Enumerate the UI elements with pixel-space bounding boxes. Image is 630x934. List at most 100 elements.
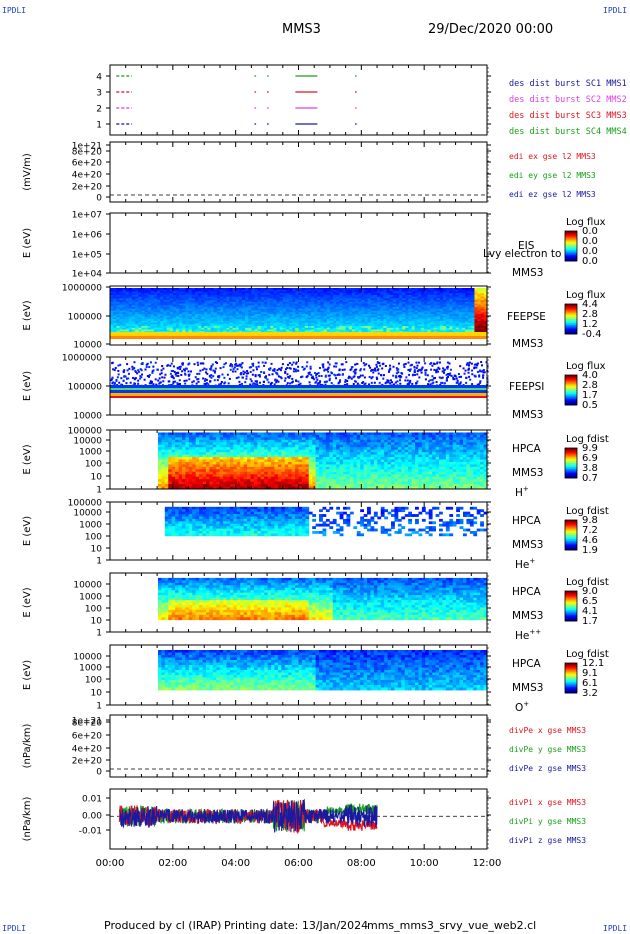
y-tick-label: 10000 bbox=[73, 653, 102, 663]
x-axis: 00:00 02:00 04:00 06:00 08:00 10:00 12:00 bbox=[96, 858, 502, 869]
y-tick-label: 1000000 bbox=[62, 354, 102, 364]
y-tick-label: 8e+20 bbox=[72, 148, 103, 158]
y-tick-label: 0.01 bbox=[82, 795, 102, 805]
corner-label-top-left: IPDLI bbox=[2, 6, 27, 15]
spacecraft-label: MMS3 bbox=[512, 409, 543, 421]
y-tick-label: 1e+05 bbox=[72, 251, 102, 261]
colorbar-tick-label: 9.1 bbox=[582, 668, 598, 679]
y-tick-label: 10 bbox=[91, 545, 103, 555]
colorbar-tick-label: 9.9 bbox=[582, 443, 598, 454]
colorbar bbox=[564, 303, 578, 335]
y-tick-label: 1000 bbox=[79, 593, 102, 603]
species-charge: + bbox=[523, 485, 529, 493]
colorbar-tick-label: 9.0 bbox=[582, 586, 598, 597]
y-axis-label: E (eV) bbox=[22, 300, 33, 330]
colorbar-tick-label: 1.2 bbox=[582, 319, 598, 330]
colorbar-title: Log fdist bbox=[566, 434, 609, 445]
y-tick-label: 0 bbox=[96, 194, 102, 204]
panel-frame bbox=[109, 212, 488, 274]
colorbar-tick-label: 3.2 bbox=[582, 688, 598, 699]
y-tick-label: 8e+20 bbox=[72, 719, 103, 729]
y-tick-label: 10000 bbox=[73, 509, 102, 519]
footer-printing-date: Printing date: 13/Jan/2024 bbox=[224, 919, 369, 932]
spacecraft-label: MMS3 bbox=[512, 539, 543, 551]
colorbar-title: Log flux bbox=[566, 290, 606, 301]
legend-entry: divPi z gse MMS3 bbox=[509, 836, 586, 845]
y-tick-label: 1e+07 bbox=[72, 211, 102, 221]
y-tick-label: 100000 bbox=[68, 313, 103, 323]
y-tick-label: 1000000 bbox=[62, 284, 102, 294]
y-axis-label: (nPa/km) bbox=[22, 724, 33, 769]
species-label: O+ bbox=[515, 700, 529, 714]
y-tick-label: -0.01 bbox=[79, 827, 102, 837]
colorbar bbox=[564, 447, 578, 479]
y-tick-label: 1e+06 bbox=[72, 231, 103, 241]
colorbar-tick-label: 0.7 bbox=[582, 473, 598, 484]
y-tick-label: 1000 bbox=[79, 448, 102, 458]
y-tick-label: 10000 bbox=[73, 341, 102, 351]
colorbar-tick-label: 4.1 bbox=[582, 606, 598, 617]
colorbar bbox=[564, 374, 578, 406]
instrument-label: HPCA bbox=[512, 515, 542, 527]
spacecraft-label: MMS3 bbox=[512, 682, 543, 694]
y-axis-label: (mV/m) bbox=[22, 153, 33, 191]
colorbar-tick-label: 12.1 bbox=[582, 658, 604, 669]
y-tick-label: 0 bbox=[96, 768, 102, 778]
y-tick-label: 3 bbox=[96, 89, 102, 99]
y-tick-label: 10 bbox=[91, 473, 103, 483]
y-tick-label: 100000 bbox=[68, 427, 103, 437]
y-axis-label: E (eV) bbox=[22, 516, 33, 546]
y-tick-label: 6e+20 bbox=[72, 159, 103, 169]
panel-eis: 1e+04 1e+05 1e+06 1e+07 E (eV) EIS MMS3 Lvy ele… bbox=[22, 211, 606, 280]
colorbar-tick-label: 6.5 bbox=[582, 596, 598, 607]
colorbar-tick-label: -0.4 bbox=[582, 329, 602, 340]
species-charge: ++ bbox=[529, 628, 541, 636]
x-tick-label: 10:00 bbox=[410, 858, 439, 869]
species-label: He+ bbox=[515, 557, 535, 571]
colorbar-tick-label: 0.0 bbox=[582, 246, 598, 257]
band bbox=[110, 396, 487, 398]
y-axis-label: E (eV) bbox=[22, 587, 33, 617]
species-label: H+ bbox=[515, 485, 529, 499]
band bbox=[110, 388, 487, 390]
panel-hpca-he2: 1 10 100 1000 10000 E (eV) HPCA MMS3 He++ Log fdi… bbox=[22, 572, 609, 642]
legend-entry: des dist burst SC4 MMS4 bbox=[509, 127, 627, 137]
colorbar-tick-label: 1.9 bbox=[582, 545, 598, 556]
legend-entry: divPi y gse MMS3 bbox=[509, 817, 586, 826]
band bbox=[110, 393, 487, 397]
y-tick-label: 1 bbox=[96, 629, 102, 639]
colorbar-tick-label: 1.7 bbox=[582, 616, 598, 627]
y-tick-label: 100 bbox=[85, 676, 102, 686]
colorbar-tick-label: 6.1 bbox=[582, 678, 598, 689]
y-tick-label: 6e+20 bbox=[72, 732, 103, 742]
y-tick-label: 10000 bbox=[73, 437, 102, 447]
y-axis-label: E (eV) bbox=[22, 371, 33, 401]
colorbar-tick-label: 0.0 bbox=[582, 226, 598, 237]
y-tick-label: 100000 bbox=[68, 499, 103, 509]
panel-frame bbox=[109, 141, 488, 203]
colorbar-tick-label: 0.0 bbox=[582, 236, 598, 247]
colorbar-tick-label: 0.5 bbox=[582, 400, 598, 411]
colorbar bbox=[564, 519, 578, 551]
legend-entry: divPe z gse MMS3 bbox=[509, 764, 586, 773]
y-tick-label: 100 bbox=[85, 605, 102, 615]
y-tick-label: 1 bbox=[96, 121, 102, 131]
x-tick-label: 12:00 bbox=[473, 858, 502, 869]
instrument-label: HPCA bbox=[512, 586, 542, 598]
panel-frame bbox=[109, 714, 488, 778]
y-tick-label: 10000 bbox=[73, 412, 102, 422]
colorbar-tick-label: 9.8 bbox=[582, 515, 598, 526]
colorbar bbox=[564, 230, 578, 262]
legend-entry: edi ex gse l2 MMS3 bbox=[509, 152, 596, 161]
corner-label-bottom-right: IPDLI bbox=[603, 924, 628, 933]
colorbar-tick-label: 2.8 bbox=[582, 309, 598, 320]
y-tick-label: 2e+20 bbox=[72, 757, 103, 767]
y-tick-label: 10 bbox=[91, 689, 103, 699]
y-axis-label: (nPa/km) bbox=[22, 797, 33, 842]
instrument-label: FEEPSI bbox=[509, 381, 544, 393]
y-tick-label: 1 bbox=[96, 486, 102, 496]
